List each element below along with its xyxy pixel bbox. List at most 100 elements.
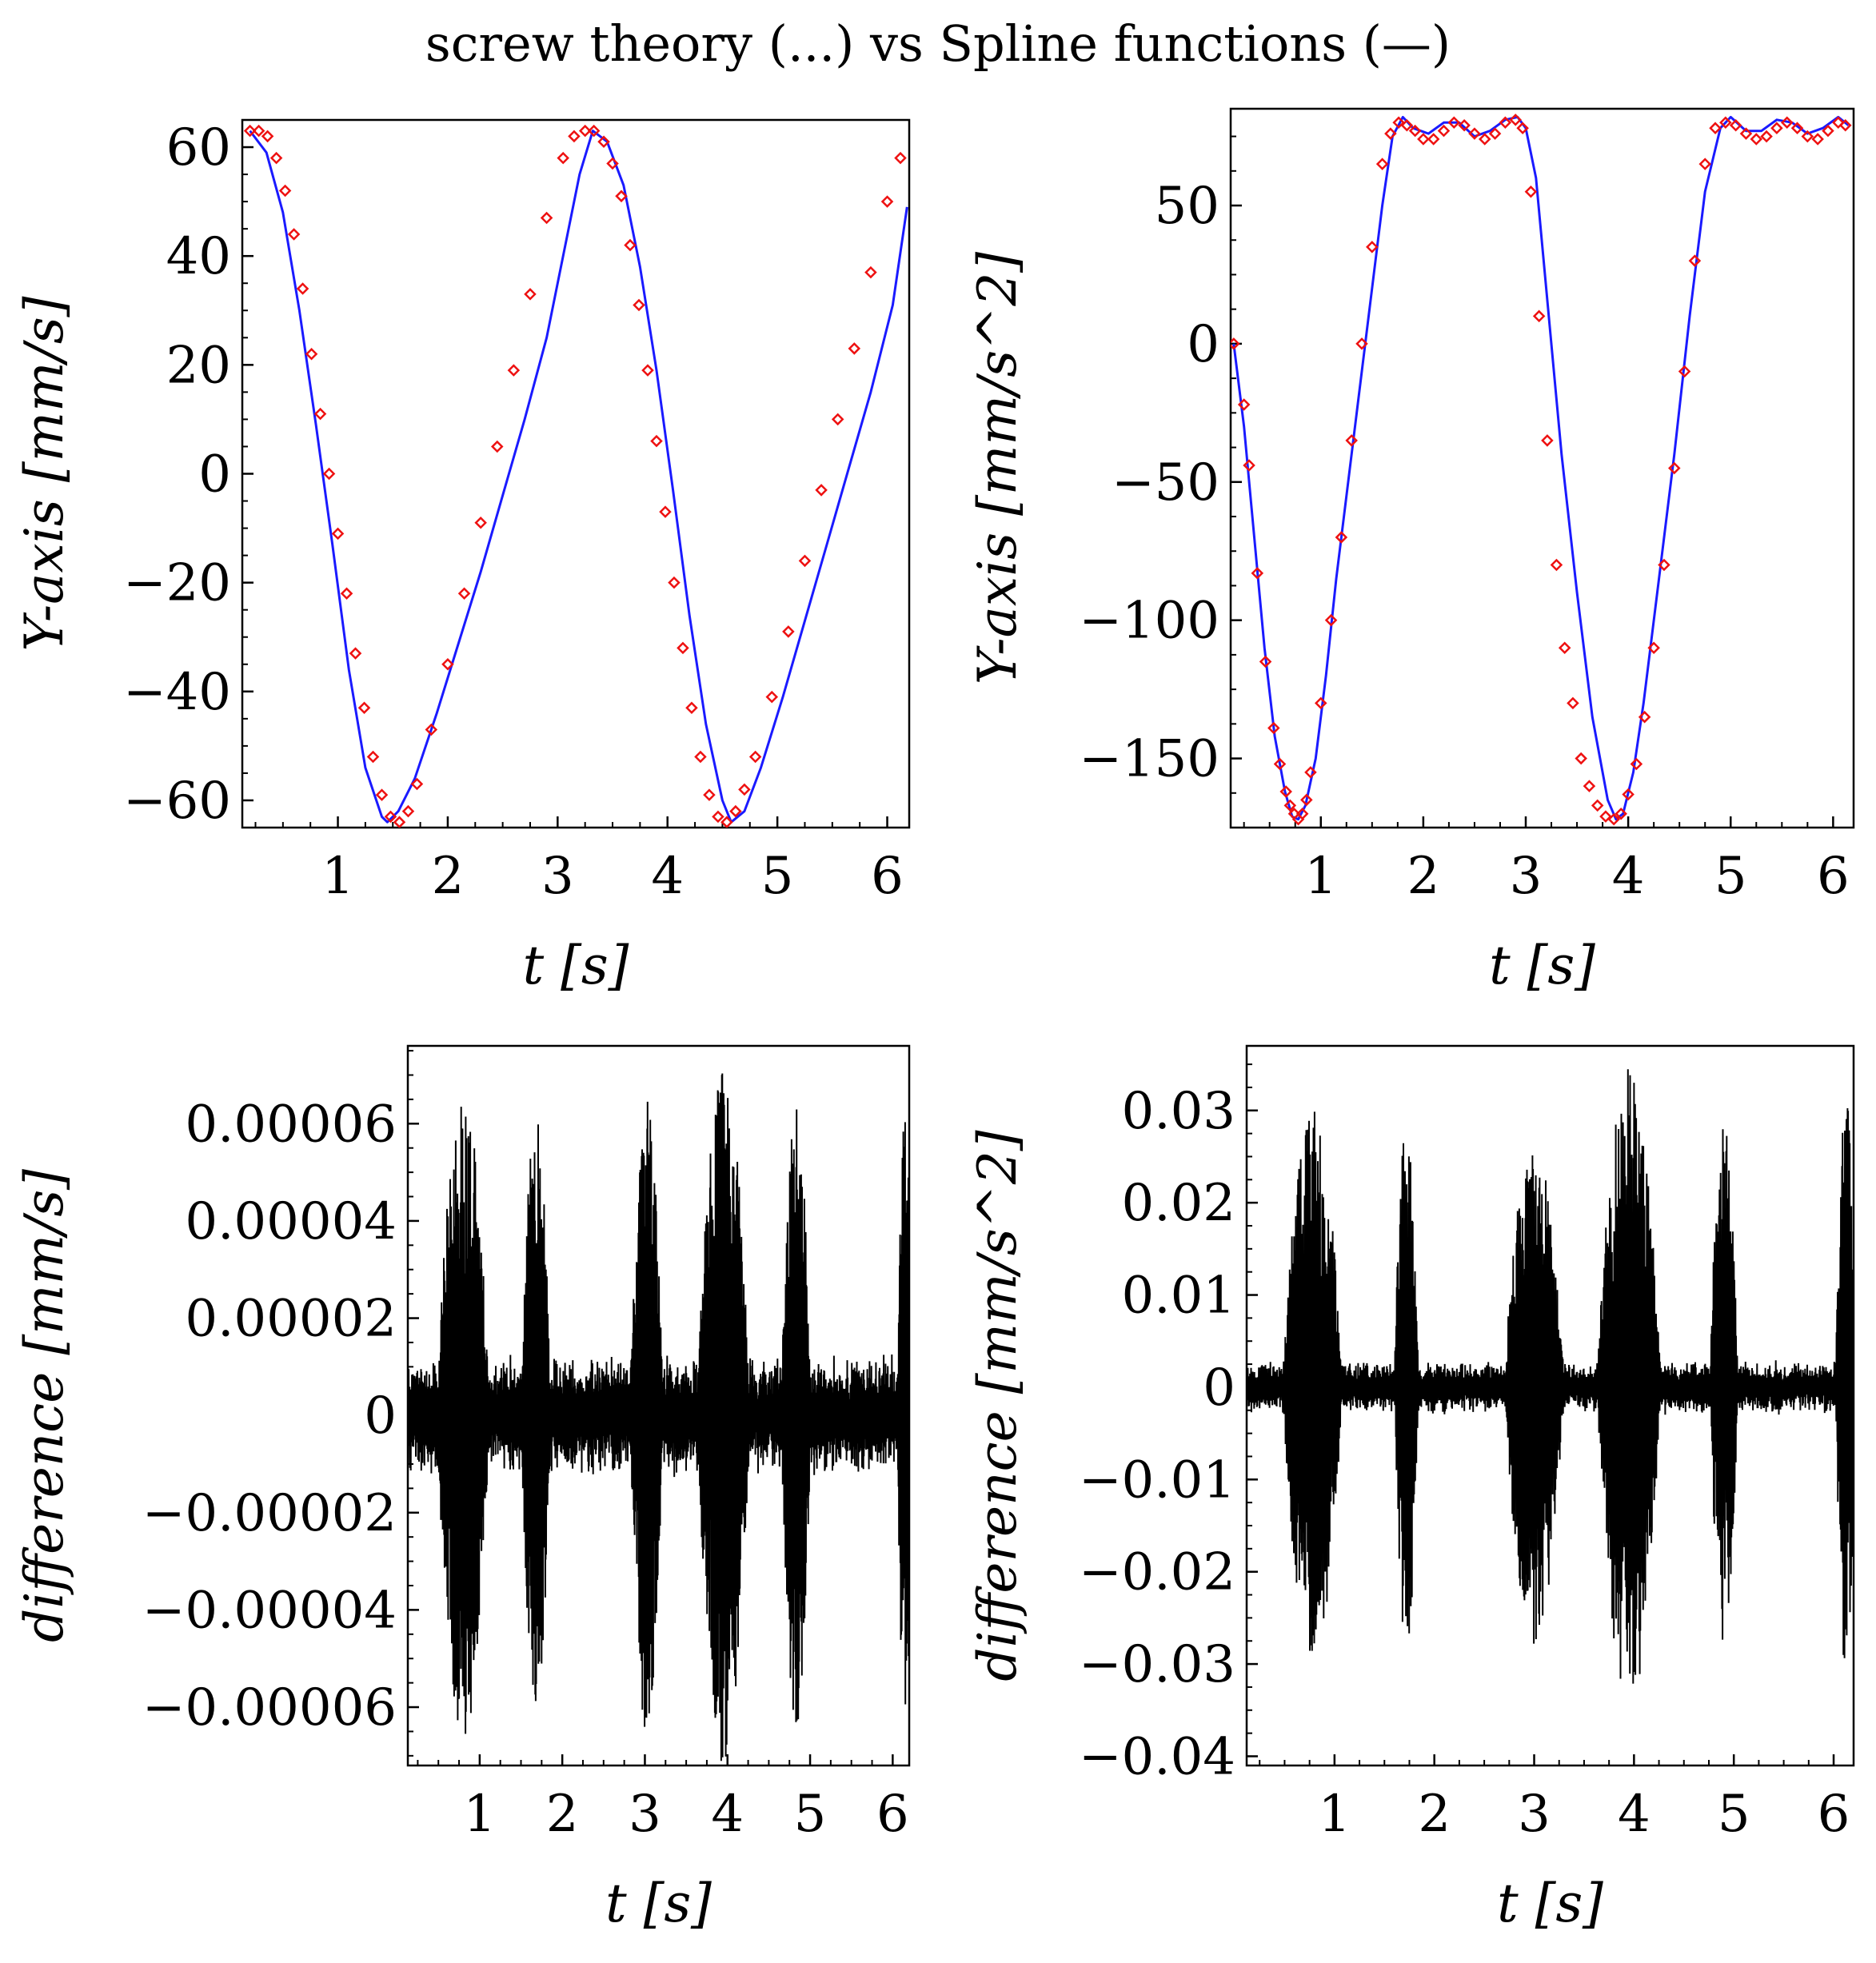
screw-theory-marker <box>1541 434 1554 447</box>
x-tick-label: 4 <box>1612 847 1645 906</box>
x-tick-label: 3 <box>541 847 574 906</box>
x-tick-label: 1 <box>464 1785 497 1844</box>
x-tick-label: 6 <box>1817 847 1850 906</box>
x-tick-label: 1 <box>1304 847 1337 906</box>
screw-theory-marker <box>668 576 681 589</box>
screw-theory-marker <box>1532 309 1546 323</box>
screw-theory-marker <box>1392 116 1405 130</box>
screw-theory-marker <box>765 690 779 704</box>
screw-theory-marker <box>261 130 274 143</box>
screw-theory-marker <box>1478 133 1491 146</box>
screw-theory-marker <box>252 124 265 138</box>
screw-theory-marker <box>1427 133 1440 146</box>
y-tick-label: −0.03 <box>1079 1635 1235 1694</box>
screw-theory-marker <box>578 124 592 138</box>
screw-theory-marker <box>384 810 397 824</box>
screw-theory-marker <box>1801 130 1814 143</box>
screw-theory-marker <box>1324 613 1338 627</box>
y-tick-label: 0 <box>364 1386 397 1446</box>
x-axis-label: t [s] <box>605 1873 712 1934</box>
velocity-panel: 1 2 3 4 5 6 60 40 20 0 −20 −40 −60 t [s] Y-axis [mm/s] <box>14 118 911 996</box>
screw-theory-marker <box>331 527 345 541</box>
x-tick-label: 2 <box>1407 847 1440 906</box>
screw-theory-marker <box>1838 118 1852 132</box>
screw-theory-marker <box>1630 757 1643 771</box>
screw-theory-marker <box>507 364 521 377</box>
screw-theory-marker <box>848 342 861 355</box>
screw-theory-marker <box>880 195 894 208</box>
screw-theory-marker <box>1295 807 1309 820</box>
screw-theory-marker <box>340 587 353 600</box>
y-tick-label: −0.01 <box>1079 1450 1235 1510</box>
y-tick-label: 60 <box>166 118 231 178</box>
x-tick-label: 6 <box>1818 1785 1850 1844</box>
screw-theory-marker <box>1400 118 1414 132</box>
x-tick-label: 5 <box>794 1785 827 1844</box>
y-tick-label: −60 <box>123 772 231 831</box>
screw-theory-marker <box>1231 337 1240 350</box>
screw-theory-marker <box>597 135 610 148</box>
screw-theory-marker <box>1558 641 1571 655</box>
x-tick-label: 3 <box>1510 847 1543 906</box>
screw-theory-marker <box>1375 158 1389 170</box>
x-tick-label: 6 <box>876 1785 909 1844</box>
y-tick-label: −0.00002 <box>142 1484 397 1543</box>
screw-theory-marker <box>1698 158 1711 170</box>
screw-theory-marker <box>1599 810 1612 823</box>
screw-theory-marker <box>287 228 301 241</box>
y-tick-label: −20 <box>123 554 231 613</box>
screw-theory-marker <box>677 641 689 655</box>
screw-theory-marker <box>1760 130 1773 143</box>
screw-theory-marker <box>1780 116 1794 130</box>
y-tick-label: 50 <box>1155 177 1219 236</box>
screw-theory-marker <box>375 788 389 801</box>
screw-theory-marker <box>1488 127 1502 140</box>
y-axis-label: difference [mm/s] <box>14 1169 75 1642</box>
x-tick-label: 5 <box>1718 1785 1750 1844</box>
screw-theory-marker <box>269 151 283 165</box>
screw-theory-marker <box>894 151 907 165</box>
screw-theory-marker <box>712 810 724 824</box>
screw-theory-marker <box>1237 398 1251 411</box>
x-tick-label: 5 <box>1714 847 1747 906</box>
screw-theory-marker <box>864 265 877 279</box>
screw-theory-marker <box>703 788 716 801</box>
screw-theory-marker <box>1658 558 1670 572</box>
screw-theory-marker <box>720 816 733 828</box>
screw-theory-marker <box>296 282 309 295</box>
screw-theory-marker <box>782 625 795 638</box>
screw-theory-marker <box>401 804 415 818</box>
screw-theory-marker <box>243 124 257 138</box>
y-tick-label: 0.02 <box>1122 1174 1236 1233</box>
screw-theory-marker <box>349 647 362 660</box>
acceleration-difference-panel: 1 2 3 4 5 6 0.03 0.02 0.01 0 −0.01 −0.02 −0.03 −0.04 t… <box>967 1044 1855 1934</box>
y-tick-label: −100 <box>1079 592 1219 651</box>
y-tick-label: −0.02 <box>1079 1543 1235 1602</box>
screw-theory-marker <box>1739 127 1753 140</box>
screw-theory-marker <box>1516 122 1529 134</box>
screw-theory-marker <box>474 517 487 529</box>
screw-theory-marker <box>1550 558 1563 572</box>
x-axis-label: t [s] <box>1489 935 1595 996</box>
screw-theory-marker <box>1458 118 1471 132</box>
y-axis-label: Y-axis [mm/s^2] <box>967 252 1028 684</box>
screw-theory-marker <box>1314 696 1327 710</box>
screw-theory-marker <box>1615 807 1627 820</box>
screw-theory-marker <box>322 467 336 481</box>
screw-theory-marker <box>1509 114 1522 126</box>
x-tick-label: 2 <box>546 1785 579 1844</box>
plot-frame <box>241 118 911 829</box>
screw-theory-marker <box>568 130 581 143</box>
x-tick-label: 1 <box>1318 1785 1351 1844</box>
x-tick-label: 4 <box>711 1785 744 1844</box>
y-tick-label: 0.01 <box>1122 1267 1236 1326</box>
spline-series-line <box>1232 115 1850 821</box>
screw-theory-marker <box>1384 127 1397 140</box>
y-axis-label: Y-axis [mm/s] <box>14 296 75 651</box>
screw-theory-marker <box>624 238 637 252</box>
screw-theory-marker <box>1729 118 1742 132</box>
x-tick-label: 2 <box>1418 1785 1451 1844</box>
y-tick-label: 0.00002 <box>185 1290 397 1349</box>
screw-theory-marker <box>457 587 471 600</box>
screw-theory-marker <box>694 750 707 764</box>
